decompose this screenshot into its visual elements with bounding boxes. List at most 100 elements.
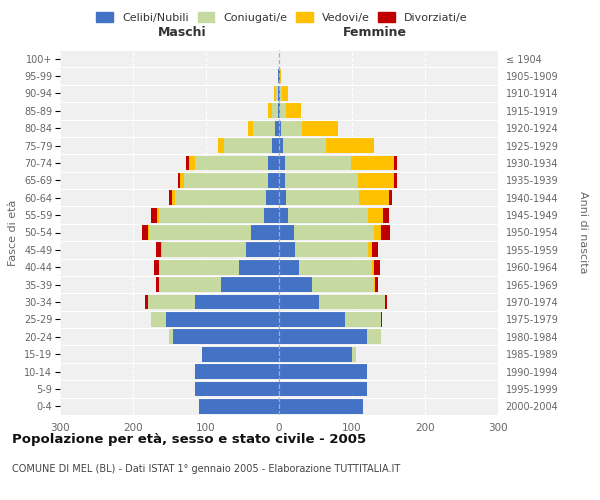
Legend: Celibi/Nubili, Coniugati/e, Vedovi/e, Divorziati/e: Celibi/Nubili, Coniugati/e, Vedovi/e, Di… [92, 8, 472, 28]
Bar [279, 242, 295, 258]
Bar [394, 156, 397, 170]
Bar [280, 86, 282, 101]
Bar [326, 138, 374, 153]
Bar [293, 225, 374, 240]
Y-axis label: Anni di nascita: Anni di nascita [578, 191, 588, 274]
Bar [281, 121, 302, 136]
Bar [151, 208, 157, 222]
Bar [161, 242, 162, 258]
Bar [148, 225, 149, 240]
Bar [239, 260, 279, 274]
Bar [173, 330, 279, 344]
Bar [383, 208, 389, 222]
Bar [275, 121, 279, 136]
Bar [276, 86, 278, 101]
Bar [178, 173, 181, 188]
Bar [248, 121, 253, 136]
Bar [181, 173, 184, 188]
Bar [265, 208, 279, 222]
Bar [268, 104, 272, 118]
Bar [352, 347, 356, 362]
Bar [162, 242, 246, 258]
Bar [142, 225, 148, 240]
Bar [279, 312, 344, 327]
Bar [169, 190, 172, 205]
Bar [279, 382, 367, 396]
Bar [253, 121, 275, 136]
Bar [367, 330, 381, 344]
Bar [151, 312, 166, 327]
Bar [283, 138, 326, 153]
Bar [158, 260, 239, 274]
Bar [224, 138, 272, 153]
Bar [344, 312, 381, 327]
Bar [302, 121, 338, 136]
Y-axis label: Fasce di età: Fasce di età [8, 200, 19, 266]
Bar [286, 104, 301, 118]
Bar [155, 242, 161, 258]
Bar [158, 278, 221, 292]
Bar [189, 156, 195, 170]
Bar [279, 104, 280, 118]
Bar [394, 173, 397, 188]
Bar [372, 242, 377, 258]
Bar [374, 260, 380, 274]
Bar [295, 242, 368, 258]
Bar [195, 294, 279, 310]
Bar [279, 156, 285, 170]
Bar [274, 86, 276, 101]
Bar [381, 225, 390, 240]
Bar [195, 156, 268, 170]
Bar [158, 208, 265, 222]
Bar [350, 156, 394, 170]
Bar [282, 86, 288, 101]
Bar [368, 208, 383, 222]
Bar [286, 190, 359, 205]
Bar [279, 208, 288, 222]
Bar [279, 330, 367, 344]
Bar [385, 294, 387, 310]
Bar [279, 190, 286, 205]
Bar [272, 104, 278, 118]
Bar [279, 138, 283, 153]
Bar [288, 208, 368, 222]
Bar [145, 294, 148, 310]
Bar [374, 225, 381, 240]
Text: Popolazione per età, sesso e stato civile - 2005: Popolazione per età, sesso e stato civil… [12, 432, 366, 446]
Bar [279, 225, 293, 240]
Bar [312, 278, 374, 292]
Bar [184, 173, 268, 188]
Bar [199, 399, 279, 413]
Text: Femmine: Femmine [343, 26, 407, 39]
Bar [172, 190, 175, 205]
Bar [299, 260, 373, 274]
Bar [359, 190, 389, 205]
Bar [246, 242, 279, 258]
Bar [319, 294, 385, 310]
Bar [280, 68, 281, 84]
Bar [358, 173, 394, 188]
Bar [278, 104, 279, 118]
Bar [272, 138, 279, 153]
Bar [268, 156, 279, 170]
Bar [195, 382, 279, 396]
Bar [155, 278, 158, 292]
Bar [221, 278, 279, 292]
Bar [157, 208, 158, 222]
Bar [374, 278, 378, 292]
Bar [279, 86, 280, 101]
Bar [154, 260, 158, 274]
Bar [175, 190, 266, 205]
Text: Maschi: Maschi [158, 26, 207, 39]
Bar [218, 138, 224, 153]
Bar [285, 156, 350, 170]
Bar [279, 347, 352, 362]
Bar [251, 225, 279, 240]
Bar [202, 347, 279, 362]
Bar [279, 260, 299, 274]
Bar [280, 104, 286, 118]
Bar [285, 173, 358, 188]
Bar [368, 242, 372, 258]
Bar [166, 312, 279, 327]
Bar [266, 190, 279, 205]
